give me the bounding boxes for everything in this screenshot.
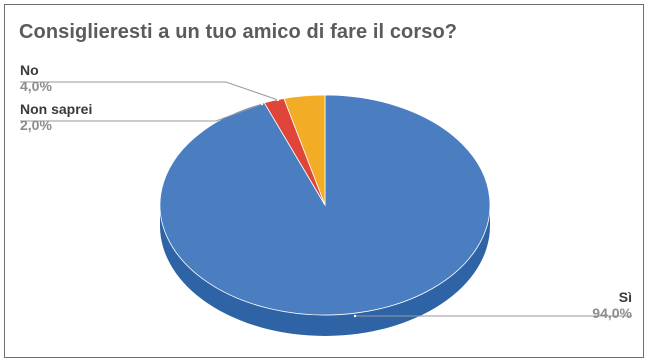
slice-value-non-saprei: 2,0% [20,117,52,133]
slice-label-no: No [20,62,39,78]
slice-value-no: 4,0% [20,78,52,94]
pie-tops [159,94,491,316]
pie-side-sì [160,205,490,336]
leader-line-non-saprei [20,103,263,122]
leader-dot-non-saprei [260,102,264,106]
slice-value-sì: 94,0% [592,305,632,321]
slice-label-non-saprei: Non saprei [20,101,92,117]
pie-slice-no [283,94,326,206]
slice-label-sì: Sì [619,289,632,305]
leader-line-no [20,81,279,101]
leader-dot-no [276,98,280,102]
pie-sides [160,205,490,336]
chart-title: Consiglieresti a un tuo amico di fare il… [19,21,458,43]
leader-dot-sì [353,314,357,318]
